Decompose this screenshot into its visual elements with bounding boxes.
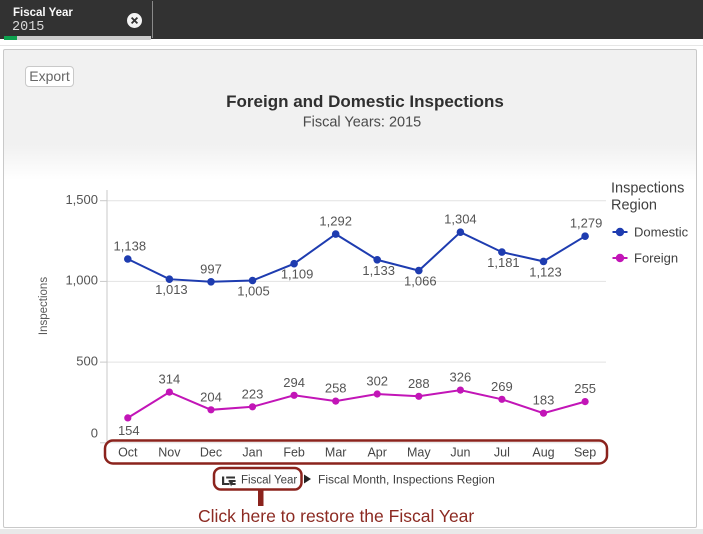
svg-text:Fiscal Month, Inspections Regi: Fiscal Month, Inspections Region — [318, 472, 495, 486]
svg-text:269: 269 — [491, 379, 513, 394]
svg-text:1,138: 1,138 — [114, 239, 147, 254]
svg-text:Dec: Dec — [200, 446, 222, 460]
svg-text:Fiscal Year: Fiscal Year — [241, 474, 297, 486]
svg-text:154: 154 — [118, 423, 140, 438]
svg-text:Inspections: Inspections — [38, 277, 50, 335]
svg-text:0: 0 — [91, 426, 98, 441]
svg-text:Jul: Jul — [494, 446, 510, 460]
svg-text:Foreign: Foreign — [634, 251, 678, 266]
svg-text:1,304: 1,304 — [444, 212, 477, 227]
svg-text:1,109: 1,109 — [281, 267, 314, 282]
svg-text:255: 255 — [574, 381, 596, 396]
svg-text:1,013: 1,013 — [155, 282, 188, 297]
svg-text:183: 183 — [533, 393, 555, 408]
svg-text:Domestic: Domestic — [634, 225, 689, 240]
svg-text:Oct: Oct — [118, 446, 138, 460]
svg-text:223: 223 — [242, 386, 264, 401]
svg-text:204: 204 — [200, 389, 222, 404]
svg-text:Region: Region — [611, 198, 657, 214]
svg-text:May: May — [407, 446, 431, 460]
svg-text:997: 997 — [200, 261, 222, 276]
svg-text:Feb: Feb — [283, 446, 305, 460]
svg-text:314: 314 — [159, 372, 181, 387]
svg-text:294: 294 — [283, 375, 305, 390]
svg-text:Click here to restore the Fisc: Click here to restore the Fiscal Year — [198, 506, 474, 526]
svg-text:1,133: 1,133 — [362, 263, 395, 278]
svg-text:1,292: 1,292 — [319, 214, 352, 229]
svg-text:1,181: 1,181 — [487, 255, 520, 270]
svg-text:1,500: 1,500 — [65, 192, 98, 207]
svg-text:Inspections: Inspections — [611, 181, 684, 197]
svg-text:Apr: Apr — [367, 446, 386, 460]
svg-text:258: 258 — [325, 381, 347, 396]
svg-text:288: 288 — [408, 376, 430, 391]
svg-text:1,005: 1,005 — [237, 284, 270, 299]
svg-text:1,066: 1,066 — [404, 274, 437, 289]
svg-text:Sep: Sep — [574, 446, 596, 460]
svg-text:500: 500 — [76, 353, 98, 368]
svg-text:Fiscal Years: 2015: Fiscal Years: 2015 — [303, 115, 422, 131]
svg-text:Aug: Aug — [532, 446, 554, 460]
svg-text:Mar: Mar — [325, 446, 347, 460]
svg-text:326: 326 — [450, 370, 472, 385]
svg-text:Nov: Nov — [158, 446, 181, 460]
svg-text:1,123: 1,123 — [529, 264, 562, 279]
svg-text:Jun: Jun — [450, 446, 470, 460]
svg-text:302: 302 — [366, 374, 388, 389]
svg-text:1,279: 1,279 — [570, 216, 603, 231]
svg-text:Jan: Jan — [242, 446, 262, 460]
svg-text:Foreign and Domestic Inspectio: Foreign and Domestic Inspections — [226, 92, 504, 111]
svg-text:1,000: 1,000 — [65, 273, 98, 288]
